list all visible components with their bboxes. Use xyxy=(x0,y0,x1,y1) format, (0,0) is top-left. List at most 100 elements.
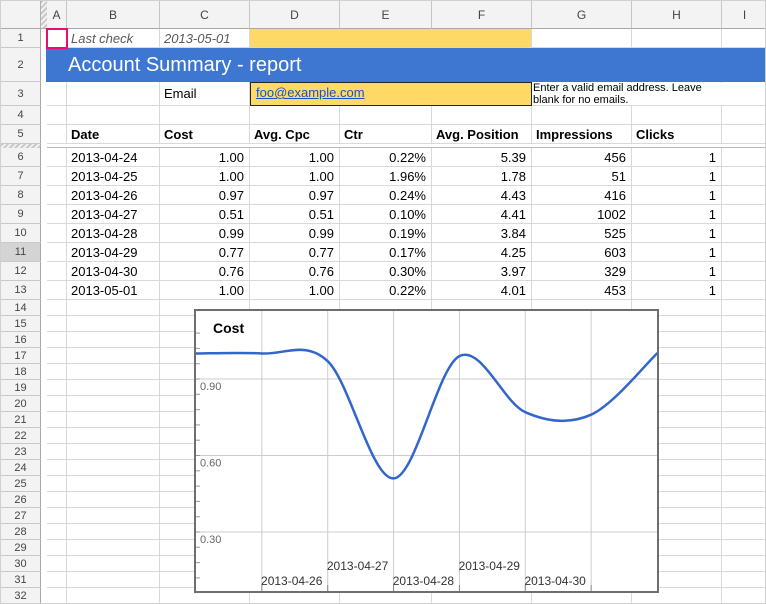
cell-E7[interactable]: 1.96% xyxy=(340,167,432,186)
cell-I22[interactable] xyxy=(722,428,765,444)
cell-D11[interactable]: 0.77 xyxy=(250,243,340,262)
row-header-22[interactable]: 22 xyxy=(1,428,41,444)
cell-I31[interactable] xyxy=(722,572,765,588)
cell-A32[interactable] xyxy=(47,588,67,603)
cell-B32[interactable] xyxy=(67,588,160,603)
row-header-10[interactable]: 10 xyxy=(1,224,41,243)
cell-E6[interactable]: 0.22% xyxy=(340,148,432,167)
freeze-rows-handle[interactable] xyxy=(1,144,41,148)
row-header-29[interactable]: 29 xyxy=(1,540,41,556)
cell-B25[interactable] xyxy=(67,476,160,492)
row-header-18[interactable]: 18 xyxy=(1,364,41,380)
cell-I32[interactable] xyxy=(722,588,765,603)
cell-H5[interactable]: Clicks xyxy=(632,125,722,144)
cell-C13[interactable]: 1.00 xyxy=(160,281,250,300)
row-header-2[interactable]: 2 xyxy=(1,48,41,82)
cell-A15[interactable] xyxy=(47,316,67,332)
cell-H6[interactable]: 1 xyxy=(632,148,722,167)
cell-G7[interactable]: 51 xyxy=(532,167,632,186)
cell-I27[interactable] xyxy=(722,508,765,524)
cell-I16[interactable] xyxy=(722,332,765,348)
cell-C3[interactable]: Email xyxy=(160,82,250,106)
cell-I21[interactable] xyxy=(722,412,765,428)
column-header-D[interactable]: D xyxy=(250,1,340,29)
cell-F13[interactable]: 4.01 xyxy=(432,281,532,300)
cell-A28[interactable] xyxy=(47,524,67,540)
cell-I9[interactable] xyxy=(722,205,765,224)
row-header-7[interactable]: 7 xyxy=(1,167,41,186)
cell-I12[interactable] xyxy=(722,262,765,281)
cell-E12[interactable]: 0.30% xyxy=(340,262,432,281)
cell-F11[interactable]: 4.25 xyxy=(432,243,532,262)
cell-A12[interactable] xyxy=(47,262,67,281)
cell-E5[interactable]: Ctr xyxy=(340,125,432,144)
cell-B5[interactable]: Date xyxy=(67,125,160,144)
cell-H8[interactable]: 1 xyxy=(632,186,722,205)
freeze-column-handle[interactable] xyxy=(41,1,47,29)
cell-I29[interactable] xyxy=(722,540,765,556)
row-header-4[interactable]: 4 xyxy=(1,106,41,125)
cell-B26[interactable] xyxy=(67,492,160,508)
row-header-20[interactable]: 20 xyxy=(1,396,41,412)
row-header-31[interactable]: 31 xyxy=(1,572,41,588)
cell-I26[interactable] xyxy=(722,492,765,508)
cell-B21[interactable] xyxy=(67,412,160,428)
cell-G13[interactable]: 453 xyxy=(532,281,632,300)
cell-C5[interactable]: Cost xyxy=(160,125,250,144)
cell-A27[interactable] xyxy=(47,508,67,524)
cell-E9[interactable]: 0.10% xyxy=(340,205,432,224)
cell-B23[interactable] xyxy=(67,444,160,460)
cell-G4[interactable] xyxy=(532,106,632,125)
row-header-16[interactable]: 16 xyxy=(1,332,41,348)
select-all-corner[interactable] xyxy=(1,1,41,29)
cell-D10[interactable]: 0.99 xyxy=(250,224,340,243)
cell-I10[interactable] xyxy=(722,224,765,243)
cell-A9[interactable] xyxy=(47,205,67,224)
cell-C8[interactable]: 0.97 xyxy=(160,186,250,205)
row-header-3[interactable]: 3 xyxy=(1,82,41,106)
cell-A31[interactable] xyxy=(47,572,67,588)
cell-I19[interactable] xyxy=(722,380,765,396)
cell-F4[interactable] xyxy=(432,106,532,125)
cell-D6[interactable]: 1.00 xyxy=(250,148,340,167)
cell-B9[interactable]: 2013-04-27 xyxy=(67,205,160,224)
cell-B13[interactable]: 2013-05-01 xyxy=(67,281,160,300)
cell-B12[interactable]: 2013-04-30 xyxy=(67,262,160,281)
cell-B3[interactable] xyxy=(67,82,160,106)
column-header-B[interactable]: B xyxy=(67,1,160,29)
row-header-17[interactable]: 17 xyxy=(1,348,41,364)
cell-B10[interactable]: 2013-04-28 xyxy=(67,224,160,243)
cell-H1[interactable] xyxy=(632,29,722,48)
cell-H12[interactable]: 1 xyxy=(632,262,722,281)
cell-I14[interactable] xyxy=(722,300,765,316)
cell-I20[interactable] xyxy=(722,396,765,412)
cell-B20[interactable] xyxy=(67,396,160,412)
cell-A6[interactable] xyxy=(47,148,67,167)
cell-A21[interactable] xyxy=(47,412,67,428)
cell-A29[interactable] xyxy=(47,540,67,556)
column-header-G[interactable]: G xyxy=(532,1,632,29)
cell-A26[interactable] xyxy=(47,492,67,508)
cell-E10[interactable]: 0.19% xyxy=(340,224,432,243)
cell-B27[interactable] xyxy=(67,508,160,524)
cell-B1[interactable]: Last check xyxy=(67,29,160,48)
cell-G8[interactable]: 416 xyxy=(532,186,632,205)
cell-H4[interactable] xyxy=(632,106,722,125)
cell-B29[interactable] xyxy=(67,540,160,556)
column-header-C[interactable]: C xyxy=(160,1,250,29)
row-header-9[interactable]: 9 xyxy=(1,205,41,224)
cell-A16[interactable] xyxy=(47,332,67,348)
cell-B31[interactable] xyxy=(67,572,160,588)
cell-D5[interactable]: Avg. Cpc xyxy=(250,125,340,144)
cell-B15[interactable] xyxy=(67,316,160,332)
cell-I15[interactable] xyxy=(722,316,765,332)
cell-A18[interactable] xyxy=(47,364,67,380)
cell-F10[interactable]: 3.84 xyxy=(432,224,532,243)
cell-G5[interactable]: Impressions xyxy=(532,125,632,144)
row-header-14[interactable]: 14 xyxy=(1,300,41,316)
cell-I6[interactable] xyxy=(722,148,765,167)
cell-A23[interactable] xyxy=(47,444,67,460)
cell-E11[interactable]: 0.17% xyxy=(340,243,432,262)
cell-H7[interactable]: 1 xyxy=(632,167,722,186)
cell-E8[interactable]: 0.24% xyxy=(340,186,432,205)
